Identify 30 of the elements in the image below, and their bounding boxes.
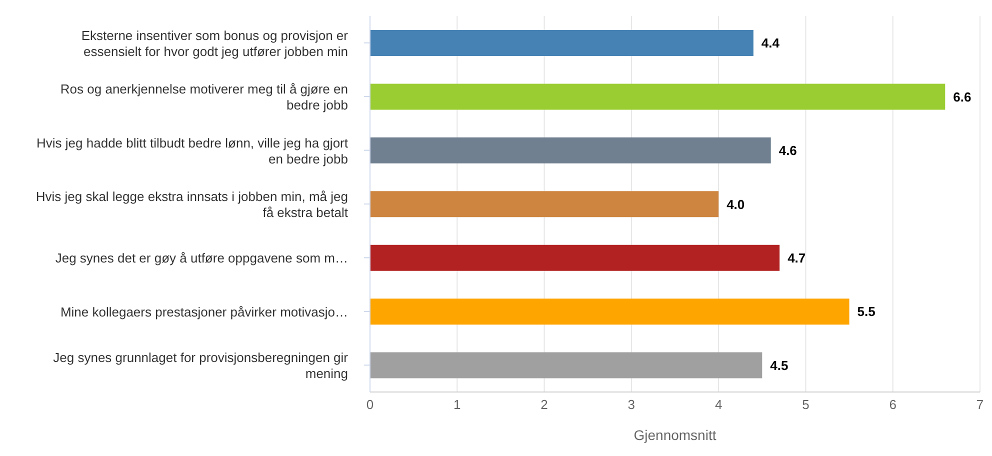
y-tick-label: Ros og anerkjennelse motiverer meg til å gjøre en bedre jobb xyxy=(60,81,348,112)
x-tick-label: 2 xyxy=(540,397,548,412)
data-label: 4.4 xyxy=(761,36,780,51)
x-tick-label: 3 xyxy=(628,397,636,412)
data-label: 4.7 xyxy=(788,250,806,266)
bar xyxy=(370,244,780,271)
data-label: 6.6 xyxy=(953,89,972,104)
y-tick-label: Mine kollegaers prestasjoner påvirker motivasjo… xyxy=(60,304,348,319)
bar xyxy=(370,84,946,110)
x-tick-label: 0 xyxy=(366,397,374,412)
bar xyxy=(370,352,762,378)
data-label: 5.5 xyxy=(857,304,876,320)
x-tick-label: 7 xyxy=(976,397,984,412)
x-tick-label: 1 xyxy=(454,397,461,412)
bar xyxy=(370,30,754,56)
y-tick-label: Jeg synes det er gøy å utføre oppgavene som m… xyxy=(55,250,348,266)
y-tick-label: Eksterne insentiver som bonus og provisjon er essensielt for hvor godt jeg utfører jobben min xyxy=(81,27,349,58)
y-tick-label: Hvis jeg hadde blitt tilbudt bedre lønn, ville jeg ha gjort en bedre jobb xyxy=(36,134,348,166)
x-axis-title: Gjennomsnitt xyxy=(634,427,716,443)
x-tick-label: 4 xyxy=(714,397,722,412)
y-tick-label: Jeg synes grunnlaget for provisjonsberegningen gir mening xyxy=(53,350,349,381)
y-tick-label: Hvis jeg skal legge ekstra innsats i jobben min, må jeg få ekstra betalt xyxy=(36,188,348,220)
data-label: 4.5 xyxy=(770,358,788,373)
bar xyxy=(370,191,719,218)
bar xyxy=(370,298,850,325)
x-tick-label: 6 xyxy=(889,397,896,412)
data-label: 4.0 xyxy=(726,196,745,212)
x-tick-label: 5 xyxy=(802,397,810,412)
data-label: 4.6 xyxy=(778,143,797,158)
bar xyxy=(370,137,771,164)
